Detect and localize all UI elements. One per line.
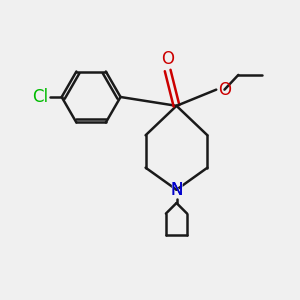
Text: N: N [169, 180, 184, 199]
Text: O: O [218, 81, 231, 99]
Text: Cl: Cl [32, 88, 48, 106]
Text: O: O [161, 50, 174, 68]
Text: N: N [170, 181, 183, 199]
Text: N: N [170, 181, 183, 199]
